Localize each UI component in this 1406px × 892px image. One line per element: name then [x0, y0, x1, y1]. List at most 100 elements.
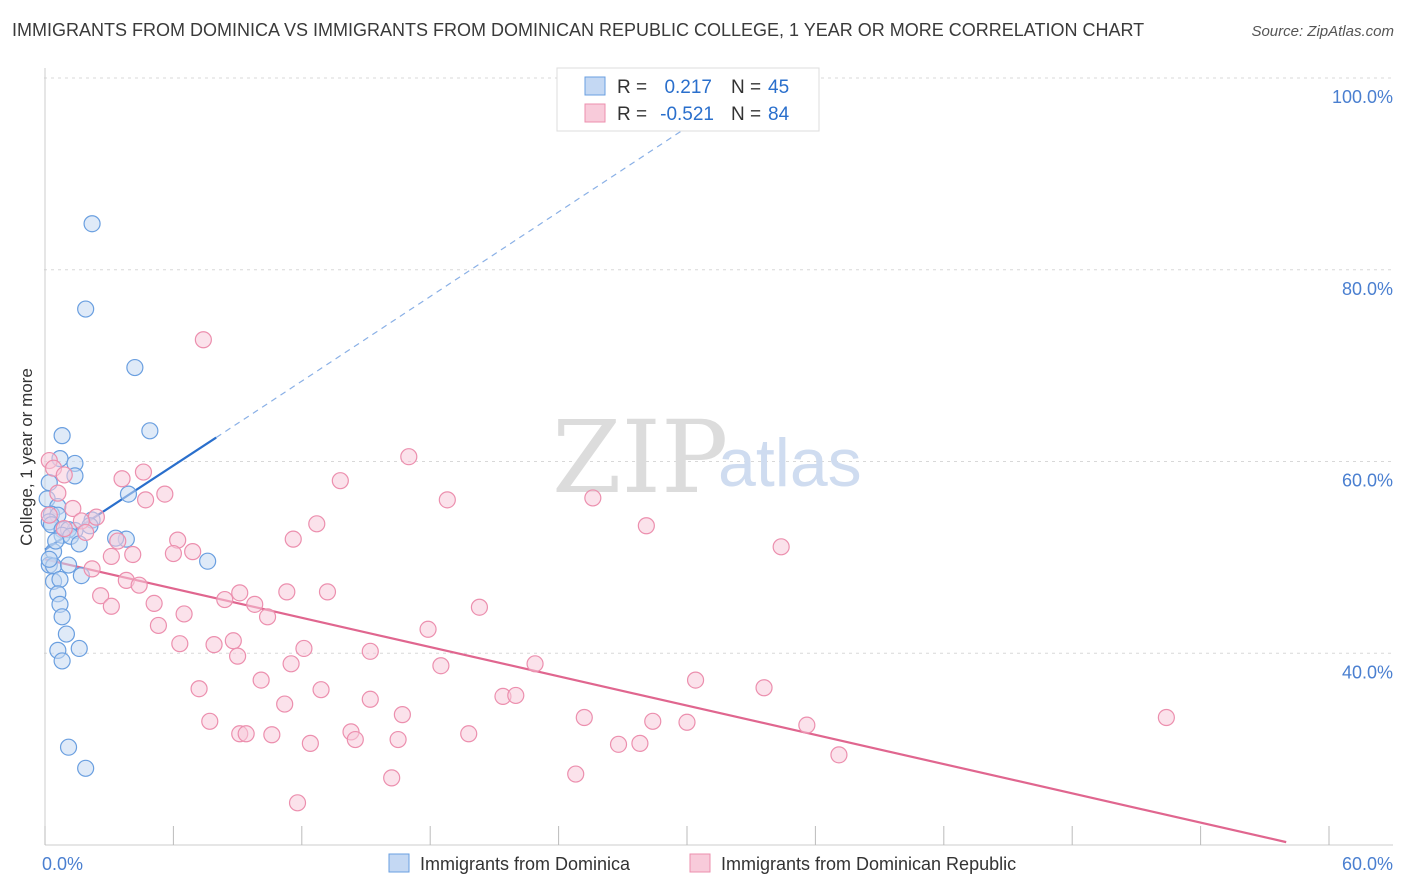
data-point: [126, 358, 144, 377]
data-point: [678, 713, 696, 731]
data-point: [49, 484, 67, 502]
y-tick-label: 40.0%: [1342, 662, 1393, 682]
data-point: [470, 598, 489, 616]
data-point: [175, 605, 193, 623]
data-point: [567, 765, 585, 783]
data-point: [53, 427, 71, 445]
data-point: [134, 463, 153, 481]
series-1: [40, 331, 1175, 812]
data-point: [59, 556, 78, 574]
data-point: [644, 712, 662, 730]
data-point: [53, 652, 71, 670]
data-point: [136, 491, 155, 509]
data-point: [64, 499, 82, 518]
x-tick-label-right: 60.0%: [1342, 854, 1393, 874]
trend-line-dashed-0: [215, 98, 731, 439]
data-point: [393, 706, 411, 724]
data-point: [83, 215, 101, 233]
data-point: [201, 712, 219, 730]
data-point: [798, 716, 816, 734]
data-point: [772, 538, 790, 556]
data-points: [38, 215, 1175, 812]
data-point: [284, 530, 302, 548]
data-point: [361, 690, 379, 708]
data-point: [237, 725, 255, 743]
data-point: [584, 489, 602, 507]
legend-r-label-2: R =: [617, 104, 647, 125]
data-point: [47, 532, 65, 550]
legend-r-value-2: -0.521: [660, 104, 714, 125]
data-point: [102, 547, 120, 566]
data-point: [190, 680, 208, 698]
data-point: [224, 632, 242, 650]
data-point: [145, 594, 163, 612]
data-point: [575, 708, 593, 727]
watermark-zip: ZIP: [552, 399, 728, 516]
data-point: [312, 681, 330, 699]
data-point: [631, 734, 649, 752]
legend-swatch-dominica: [584, 76, 606, 96]
data-point: [295, 639, 313, 658]
data-point: [301, 734, 319, 752]
data-point: [282, 655, 300, 673]
data-point: [231, 584, 249, 602]
data-point: [70, 639, 88, 658]
bottom-legend-label-dominica: Immigrants from Dominica: [420, 854, 631, 874]
watermark-atlas: atlas: [718, 425, 862, 501]
data-point: [278, 583, 296, 601]
data-point: [229, 647, 247, 665]
legend-r-value-1: 0.217: [664, 77, 712, 98]
data-point: [164, 544, 182, 563]
data-point: [460, 725, 478, 743]
data-point: [59, 738, 78, 756]
legend-swatch-dominican-republic: [584, 103, 606, 123]
data-point: [199, 552, 217, 570]
data-point: [55, 520, 73, 538]
data-point: [184, 543, 202, 561]
data-point: [109, 532, 127, 550]
legend-n-value-1: 45: [768, 77, 789, 98]
data-point: [246, 595, 264, 613]
bottom-legend-swatch-dominican-republic: [689, 853, 711, 873]
data-point: [331, 472, 349, 490]
data-point: [53, 608, 71, 626]
data-point: [216, 590, 234, 609]
data-point: [77, 523, 95, 542]
series-0: [38, 215, 217, 777]
data-point: [755, 679, 773, 697]
data-point: [637, 517, 655, 535]
data-point: [51, 570, 69, 589]
data-point: [830, 746, 848, 764]
y-axis-label: College, 1 year or more: [17, 368, 36, 546]
data-point: [87, 508, 105, 526]
data-point: [156, 485, 174, 503]
data-point: [171, 635, 189, 653]
source-label: Source: ZipAtlas.com: [1251, 23, 1394, 40]
y-tick-label: 100.0%: [1332, 87, 1393, 107]
data-point: [83, 560, 101, 578]
watermark: ZIP atlas: [552, 399, 862, 516]
data-point: [113, 470, 131, 488]
data-point: [686, 671, 705, 689]
data-point: [526, 655, 544, 673]
data-point: [361, 642, 379, 660]
data-point: [40, 506, 58, 524]
data-point: [92, 587, 110, 605]
data-point: [346, 730, 364, 749]
legend: R = 0.217 N = 45 R = -0.521 N = 84: [556, 67, 820, 132]
data-point: [318, 583, 337, 601]
x-tick-label-left: 0.0%: [42, 854, 83, 874]
legend-n-value-2: 84: [768, 104, 790, 125]
data-point: [141, 422, 159, 440]
bottom-legend-swatch-dominica: [388, 853, 410, 873]
data-point: [258, 608, 277, 626]
legend-n-label-2: N =: [731, 104, 761, 125]
data-point: [205, 636, 223, 654]
bottom-legend: Immigrants from Dominica Immigrants from…: [388, 853, 1016, 874]
data-point: [149, 616, 168, 635]
data-point: [55, 466, 73, 484]
data-point: [432, 657, 450, 675]
data-point: [288, 794, 307, 812]
data-point: [77, 300, 95, 318]
